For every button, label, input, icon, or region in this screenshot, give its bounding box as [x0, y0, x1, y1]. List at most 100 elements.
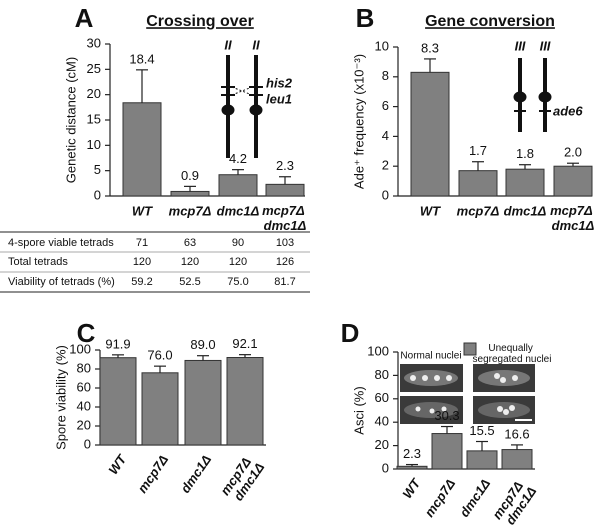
- bar: [218, 174, 258, 197]
- x-tick-label: mcp7Δ: [457, 203, 500, 218]
- bar: [265, 183, 305, 197]
- table-cell: 120: [133, 256, 151, 268]
- x-tick-label: mcp7Δ: [169, 203, 212, 218]
- x-tick-label: mcp7Δ dmc1Δ: [550, 203, 596, 233]
- y-tick-label: 0: [84, 436, 91, 451]
- y-tick-label: 15: [87, 111, 101, 126]
- chromosome-icon: [513, 58, 552, 132]
- y-tick-label: 10: [375, 38, 389, 53]
- y-tick-label: 20: [77, 417, 91, 432]
- bar: [99, 357, 137, 446]
- y-tick-label: 40: [77, 398, 91, 413]
- chromosome-icon: [221, 55, 263, 158]
- bar: [505, 168, 545, 197]
- panel-letter: A: [75, 3, 94, 33]
- y-tick-label: 0: [94, 187, 101, 202]
- y-tick-label: 40: [375, 414, 389, 429]
- micrograph: [400, 364, 535, 424]
- x-tick-label: dmc1Δ: [177, 452, 214, 496]
- bar: [396, 465, 428, 470]
- table-cell: 52.5: [179, 276, 200, 288]
- chart-title: Gene conversion: [425, 13, 555, 30]
- y-tick-label: 8: [382, 68, 389, 83]
- value-label: 89.0: [190, 337, 215, 352]
- table-cell: 71: [136, 237, 148, 249]
- y-tick-label: 0: [382, 187, 389, 202]
- table-cell: 126: [276, 256, 294, 268]
- table-cell: 4-spore viable tetrads: [8, 237, 114, 249]
- bar: [458, 170, 498, 197]
- table-cell: 81.7: [274, 276, 295, 288]
- value-label: 30.3: [434, 408, 459, 423]
- x-tick-label: mcp7Δ dmc1Δ: [262, 203, 308, 233]
- value-label: 4.2: [229, 151, 247, 166]
- bar: [226, 357, 264, 446]
- value-label: 2.3: [276, 158, 294, 173]
- bar: [553, 165, 593, 197]
- bar: [501, 449, 533, 470]
- y-tick-label: 2: [382, 158, 389, 173]
- value-label: 1.8: [516, 146, 534, 161]
- value-label: 2.3: [403, 446, 421, 461]
- value-label: 15.5: [469, 423, 494, 438]
- y-tick-label: 4: [382, 128, 389, 143]
- x-tick-label: WT: [105, 451, 129, 477]
- bar: [184, 359, 222, 446]
- annotation: II: [252, 37, 260, 52]
- bar: [431, 433, 463, 470]
- table-cell: 103: [276, 237, 294, 249]
- value-label: 1.7: [469, 143, 487, 158]
- value-label: 16.6: [504, 426, 529, 441]
- x-tick-label: WT: [132, 203, 153, 218]
- value-label: 18.4: [129, 51, 154, 66]
- y-axis-label: Asci (%): [351, 386, 366, 434]
- y-tick-label: 25: [87, 61, 101, 76]
- y-tick-label: 0: [382, 460, 389, 475]
- table-cell: 75.0: [227, 276, 248, 288]
- x-tick-label: mcp7Δ dmc1Δ: [218, 452, 268, 506]
- y-axis-label: Ade⁺ frequency (x10⁻³): [351, 54, 366, 189]
- annotation: II: [224, 37, 232, 52]
- table-cell: 59.2: [131, 276, 152, 288]
- x-tick-label: dmc1Δ: [504, 203, 547, 218]
- annotation: III: [515, 38, 526, 53]
- bar: [410, 71, 450, 197]
- legend-label: Unequally segregated nuclei: [473, 343, 552, 365]
- annotation: leu1: [266, 91, 292, 106]
- table-cell: 120: [181, 256, 199, 268]
- y-tick-label: 20: [87, 86, 101, 101]
- bar: [122, 102, 162, 197]
- y-tick-label: 60: [375, 390, 389, 405]
- annotation: ade6: [553, 103, 583, 118]
- y-tick-label: 5: [94, 162, 101, 177]
- y-axis-label: Genetic distance (cM): [63, 57, 78, 183]
- value-label: 0.9: [181, 168, 199, 183]
- legend-swatch: [463, 342, 477, 356]
- y-tick-label: 20: [375, 437, 389, 452]
- annotation: Normal nuclei: [400, 351, 461, 362]
- y-axis-label: Spore viability (%): [53, 345, 68, 450]
- value-label: 8.3: [421, 40, 439, 55]
- y-tick-label: 80: [375, 367, 389, 382]
- x-tick-label: mcp7Δ: [134, 452, 171, 496]
- x-tick-label: dmc1Δ: [217, 203, 260, 218]
- panel-letter: C: [77, 318, 96, 348]
- annotation: his2: [266, 75, 293, 90]
- panel-letter: B: [356, 3, 375, 33]
- annotation: III: [540, 38, 551, 53]
- table-cell: Viability of tetrads (%): [8, 276, 115, 288]
- bar: [466, 450, 498, 470]
- value-label: 76.0: [147, 348, 172, 363]
- y-tick-label: 60: [77, 379, 91, 394]
- y-tick-label: 10: [87, 137, 101, 152]
- table-cell: 63: [184, 237, 196, 249]
- value-label: 2.0: [564, 145, 582, 160]
- x-tick-label: WT: [399, 475, 423, 501]
- value-label: 92.1: [232, 336, 257, 351]
- x-tick-label: mcp7Δ dmc1Δ: [490, 476, 540, 526]
- x-tick-label: mcp7Δ: [421, 476, 458, 520]
- y-tick-label: 80: [77, 360, 91, 375]
- x-tick-label: WT: [420, 203, 441, 218]
- x-tick-label: dmc1Δ: [456, 476, 493, 520]
- bar: [141, 372, 179, 446]
